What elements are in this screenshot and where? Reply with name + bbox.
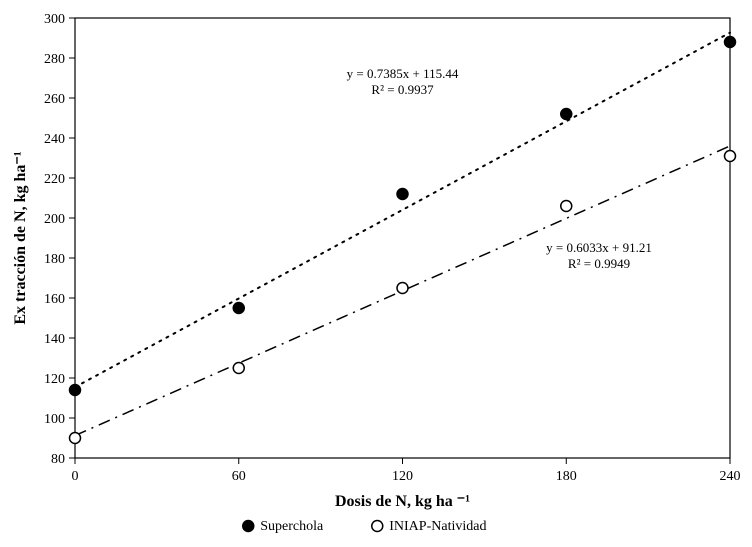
x-tick-label: 120 bbox=[392, 469, 413, 484]
data-point-superchola bbox=[725, 37, 736, 48]
y-tick-label: 220 bbox=[44, 172, 65, 187]
x-tick-label: 0 bbox=[72, 469, 79, 484]
y-tick-label: 120 bbox=[44, 372, 65, 387]
equation-text: y = 0.7385x + 115.44 bbox=[347, 66, 459, 81]
y-tick-label: 180 bbox=[44, 252, 65, 267]
y-tick-label: 160 bbox=[44, 292, 65, 307]
data-point-superchola bbox=[561, 109, 572, 120]
data-point-superchola bbox=[70, 385, 81, 396]
chart-container: 80 100 120 140 160 180 200 220 240 260 280 300 0 60 12… bbox=[0, 0, 752, 547]
legend-label: Superchola bbox=[260, 519, 324, 534]
y-tick-label: 200 bbox=[44, 212, 65, 227]
x-tick-label: 60 bbox=[232, 469, 246, 484]
legend-marker bbox=[372, 521, 383, 532]
legend-marker bbox=[243, 521, 254, 532]
y-tick-label: 240 bbox=[44, 132, 65, 147]
chart-svg: 80 100 120 140 160 180 200 220 240 260 280 300 0 60 12… bbox=[0, 0, 752, 547]
data-point-superchola bbox=[397, 189, 408, 200]
x-tick-label: 240 bbox=[720, 469, 741, 484]
y-axis-title: Ex tracción de N, kg ha⁻¹ bbox=[12, 151, 29, 324]
equation-text: R² = 0.9937 bbox=[371, 82, 434, 97]
data-point-iniap-natividad bbox=[561, 201, 572, 212]
y-tick-label: 300 bbox=[44, 12, 65, 27]
y-tick-label: 80 bbox=[51, 452, 65, 467]
data-point-iniap-natividad bbox=[70, 433, 81, 444]
equation-text: R² = 0.9949 bbox=[568, 256, 630, 271]
data-point-superchola bbox=[233, 303, 244, 314]
y-tick-label: 280 bbox=[44, 52, 65, 67]
data-point-iniap-natividad bbox=[725, 151, 736, 162]
y-tick-label: 140 bbox=[44, 332, 65, 347]
legend-label: INIAP-Natividad bbox=[389, 519, 486, 534]
data-point-iniap-natividad bbox=[397, 283, 408, 294]
data-point-iniap-natividad bbox=[233, 363, 244, 374]
x-tick-label: 180 bbox=[556, 469, 577, 484]
equation-text: y = 0.6033x + 91.21 bbox=[546, 240, 652, 255]
x-axis-title: Dosis de N, kg ha ⁻¹ bbox=[335, 493, 470, 510]
y-tick-label: 260 bbox=[44, 92, 65, 107]
y-tick-label: 100 bbox=[44, 412, 65, 427]
